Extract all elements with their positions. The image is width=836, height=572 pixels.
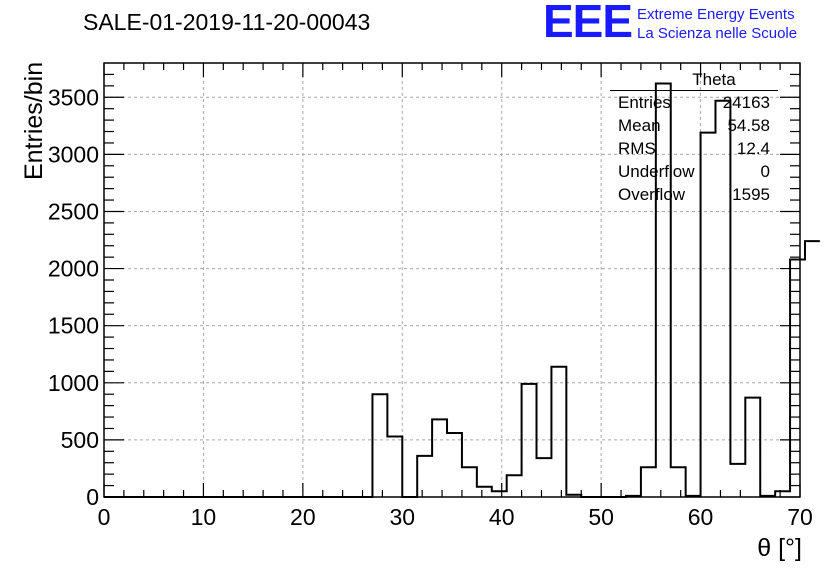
stats-value: 12.4: [736, 139, 770, 158]
stats-row: RMS 12.4: [610, 137, 778, 160]
y-tick-label: 3000: [48, 141, 99, 167]
y-tick-labels: 0 500 1000 1500 2000 2500 3000 3500: [48, 84, 99, 510]
stats-row: Entries 24163: [610, 91, 778, 114]
y-tick-label: 1000: [48, 370, 99, 396]
stats-value: 54.58: [727, 116, 770, 135]
plot-frame: [103, 62, 801, 498]
x-tick-label: 50: [588, 504, 614, 530]
x-tick-label: 40: [489, 504, 515, 530]
x-tick-label: 70: [787, 504, 813, 530]
x-tick-labels: 0 10 20 30 40 50 60 70: [98, 504, 813, 530]
logo-line-1: Extreme Energy Events: [637, 6, 795, 23]
x-axis-label: θ [°]: [757, 534, 802, 562]
x-tick-label: 10: [191, 504, 217, 530]
stats-label: Mean: [618, 116, 661, 135]
x-tick-label: 30: [389, 504, 415, 530]
logo-line-2: La Scienza nelle Scuole: [637, 25, 798, 42]
stats-value: 0: [760, 162, 770, 181]
stats-label: Overflow: [618, 185, 686, 204]
y-tick-label: 0: [86, 484, 99, 510]
stats-label: Underflow: [618, 162, 695, 181]
y-tick-label: 2000: [48, 256, 99, 282]
y-tick-label: 2500: [48, 198, 99, 224]
stats-title: Theta: [692, 70, 736, 89]
eee-logo: EEE: [543, 0, 633, 47]
y-axis-label: Entries/bin: [20, 61, 48, 180]
stats-value: 24163: [722, 93, 770, 112]
stats-divider: [610, 90, 778, 91]
stats-row: Underflow 0: [610, 160, 778, 183]
stats-box: Theta Entries 24163 Mean 54.58 RMS 12.4 …: [610, 70, 778, 206]
stats-value: 1595: [732, 185, 770, 204]
x-tick-label: 0: [98, 504, 111, 530]
run-title: SALE-01-2019-11-20-00043: [83, 9, 371, 35]
x-tick-label: 60: [688, 504, 714, 530]
stats-row: Overflow 1595: [610, 183, 778, 206]
stats-label: RMS: [618, 139, 656, 158]
y-tick-label: 1500: [48, 313, 99, 339]
y-tick-label: 500: [61, 427, 99, 453]
y-tick-label: 3500: [48, 84, 99, 110]
stats-label: Entries: [618, 93, 671, 112]
stats-row: Mean 54.58: [610, 114, 778, 137]
x-tick-label: 20: [290, 504, 316, 530]
